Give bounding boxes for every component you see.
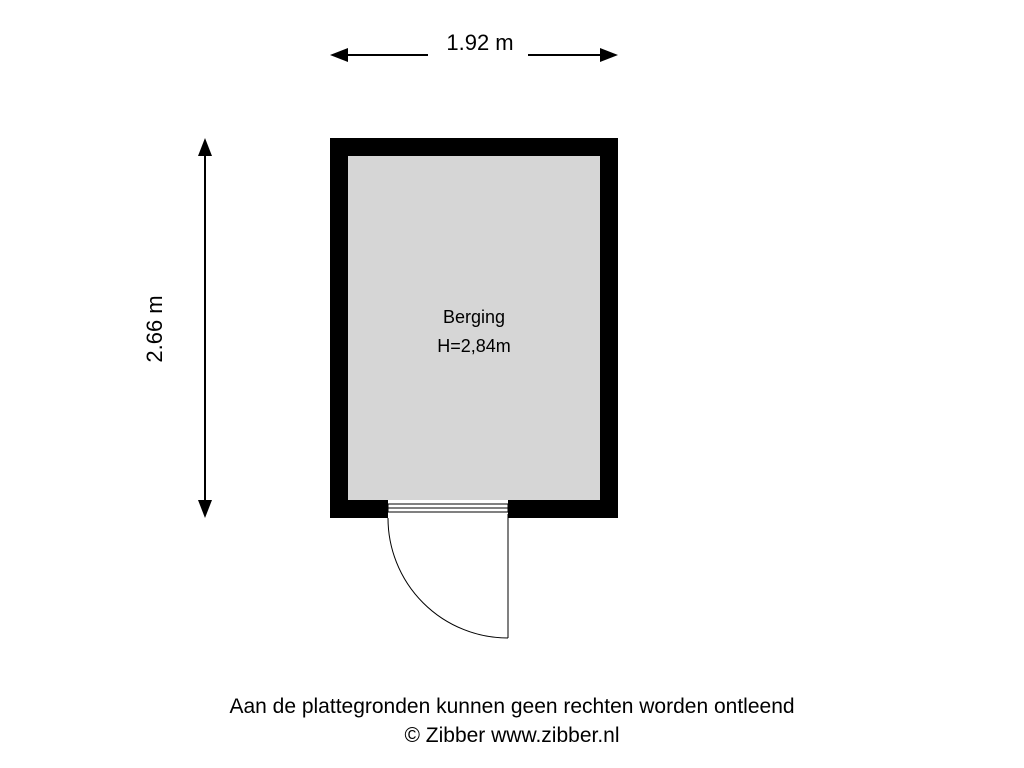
door-swing — [388, 514, 508, 638]
dimension-height-arrow — [198, 138, 212, 518]
dimension-width-arrow — [330, 48, 618, 62]
door-frame — [388, 504, 508, 512]
footer: Aan de plattegronden kunnen geen rechten… — [0, 693, 1024, 750]
floorplan-canvas: Berging H=2,84m 1.92 m 2.66 m — [0, 0, 1024, 768]
overlay-svg — [0, 0, 1024, 768]
footer-copyright: © Zibber www.zibber.nl — [404, 724, 619, 747]
footer-disclaimer: Aan de plattegronden kunnen geen rechten… — [229, 695, 794, 718]
